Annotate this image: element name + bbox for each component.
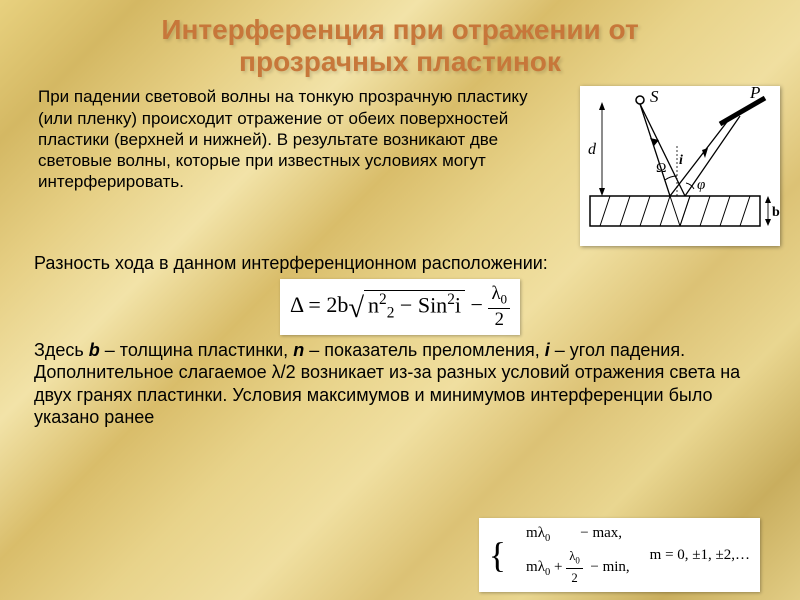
fb1-sub: 0 bbox=[545, 533, 550, 544]
paragraph-path-diff: Разность хода в данном интерференционном… bbox=[34, 252, 780, 275]
slide: Интерференция при отражении от прозрачны… bbox=[0, 0, 800, 600]
p3-b: b bbox=[89, 340, 100, 360]
fb2-plus: + bbox=[554, 559, 562, 575]
fb1-right: − max, bbox=[580, 525, 622, 541]
brace-icon: { bbox=[489, 541, 506, 570]
paragraph-explain: Здесь b – толщина пластинки, n – показат… bbox=[34, 339, 766, 429]
diagram-label-b: b bbox=[772, 205, 780, 220]
fm-2b: 2b bbox=[326, 292, 348, 317]
slide-title: Интерференция при отражении от прозрачны… bbox=[20, 14, 780, 78]
fb2-left: mλ bbox=[526, 559, 545, 575]
p3-pre: Здесь bbox=[34, 340, 89, 360]
fb-m-vals: m = 0, ±1, ±2,… bbox=[650, 547, 750, 564]
fb1-left: mλ bbox=[526, 525, 545, 541]
fm-n: n bbox=[368, 293, 379, 318]
p3-n-desc: – показатель преломления, bbox=[304, 340, 545, 360]
diagram-label-p: P bbox=[749, 86, 760, 102]
p3-n: n bbox=[293, 340, 304, 360]
content-row: При падении световой волны на тонкую про… bbox=[20, 86, 780, 246]
paragraph-intro: При падении световой волны на тонкую про… bbox=[38, 86, 566, 192]
optics-diagram: S P Ω i φ bbox=[580, 86, 780, 246]
title-line-2: прозрачных пластинок bbox=[239, 46, 561, 77]
p3-b-desc: – толщина пластинки, bbox=[100, 340, 293, 360]
formula-max-min: { mλ0 − max, mλ0 + λ02 − min, m = 0, ±1,… bbox=[479, 518, 760, 592]
fb2-sub: 0 bbox=[545, 567, 550, 578]
fm-lam: λ bbox=[491, 283, 500, 304]
fb2-right: − min, bbox=[590, 559, 629, 575]
diagram-label-omega: Ω bbox=[656, 161, 666, 176]
diagram-label-phi: φ bbox=[697, 177, 705, 193]
fm-n-sup: 2 bbox=[379, 291, 387, 308]
fm-minus: − Sin bbox=[394, 293, 447, 318]
formula-path-diff: Δ = 2b√n22 − Sin2i − λ02 bbox=[20, 279, 780, 335]
fb2-fn-sub: 0 bbox=[575, 556, 579, 566]
title-line-1: Интерференция при отражении от bbox=[161, 14, 638, 45]
fm-lam-den: 2 bbox=[488, 309, 510, 331]
fb2-fd: 2 bbox=[566, 569, 583, 588]
diagram-label-s: S bbox=[650, 87, 659, 106]
fm-i: i bbox=[455, 293, 461, 318]
fm-delta: Δ bbox=[290, 292, 303, 317]
fm-sin-sup: 2 bbox=[447, 291, 455, 308]
fm-eq: = bbox=[308, 292, 320, 317]
diagram-label-i: i bbox=[679, 153, 683, 168]
diagram-label-d: d bbox=[588, 141, 597, 158]
fm-lam-sub: 0 bbox=[501, 292, 508, 307]
